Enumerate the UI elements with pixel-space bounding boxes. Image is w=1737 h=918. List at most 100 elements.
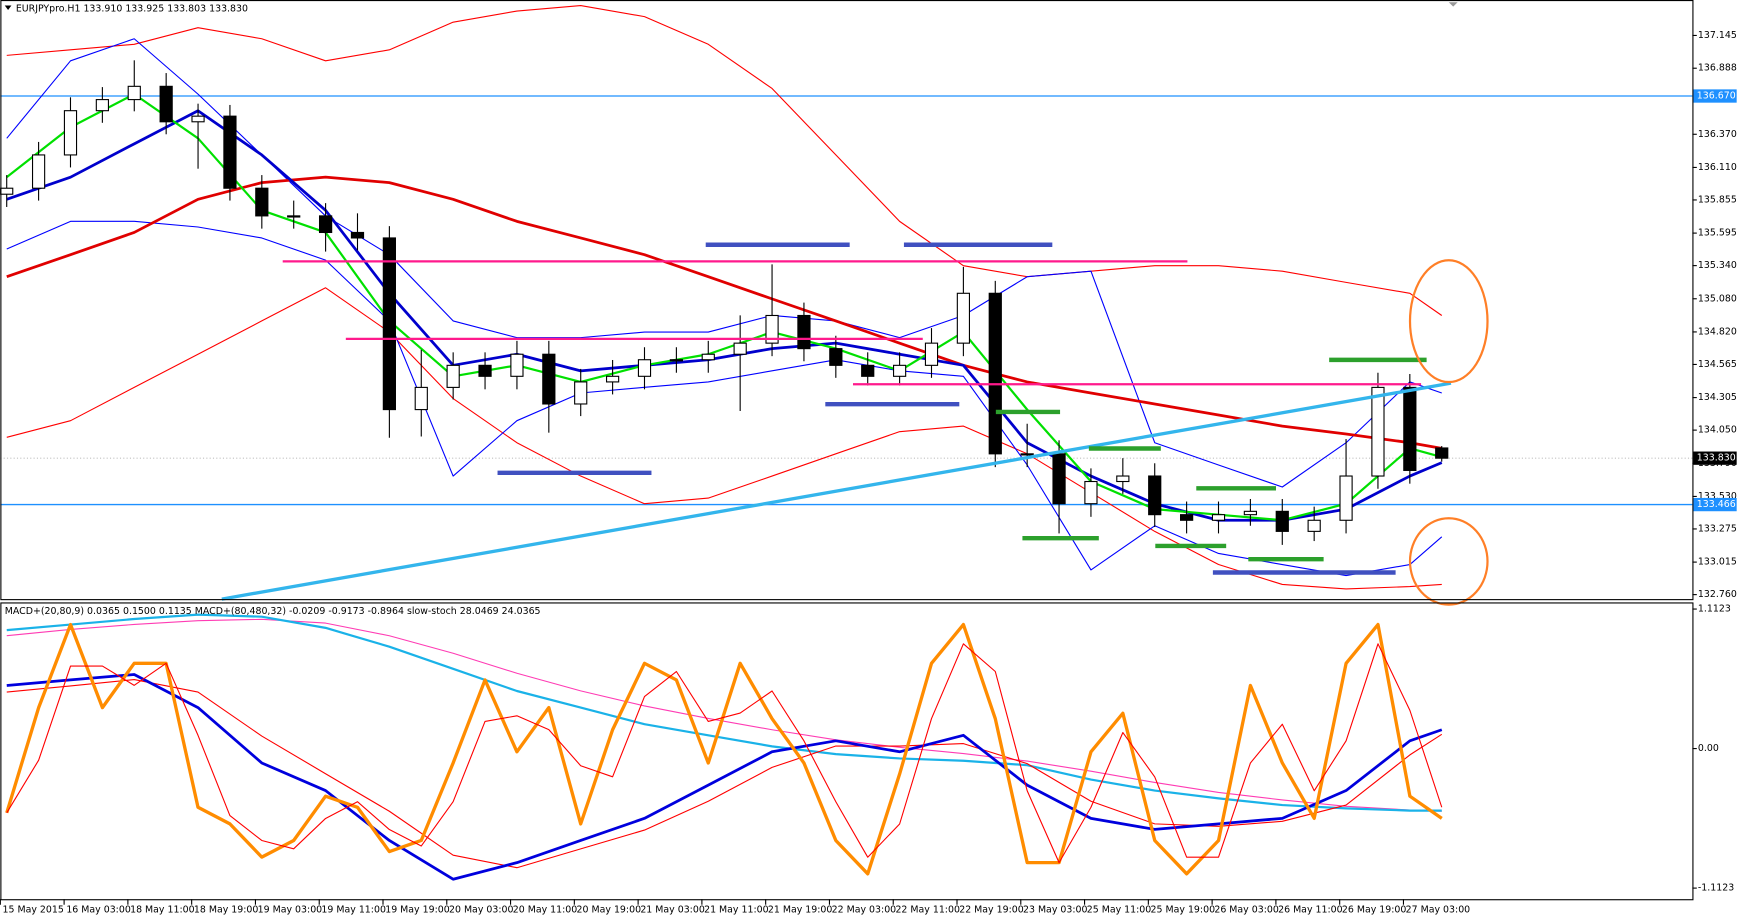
candle-body: [318, 215, 333, 234]
y-tick-label: 134.820: [1698, 326, 1737, 337]
candle-body: [956, 292, 970, 344]
candle-body: [1211, 514, 1226, 521]
highlight-ellipse: [1408, 259, 1489, 384]
y-tick-label: 137.145: [1698, 30, 1737, 41]
candle-body: [829, 348, 843, 366]
candle-body: [605, 375, 620, 383]
candle-body: [1403, 386, 1417, 471]
candle-body: [701, 353, 715, 361]
y-tick-label: 134.305: [1698, 392, 1737, 403]
y-tick-label: 136.370: [1698, 129, 1737, 140]
y-tick-label: 136.110: [1698, 162, 1737, 173]
x-tick-label: 26 May 11:00: [1278, 905, 1343, 916]
indicator-line: [6, 613, 1442, 812]
x-tick-label: 27 May 03:00: [1406, 905, 1471, 916]
candle-body: [1243, 510, 1258, 516]
y-tick-label: 135.855: [1698, 194, 1737, 205]
candle-body: [1179, 514, 1194, 521]
highlight-ellipse: [1408, 517, 1489, 606]
indicator-line: [6, 4, 1443, 316]
indicator-panel-frame: [0, 602, 1694, 901]
candle-body: [1052, 453, 1066, 505]
y-tick-label: 135.595: [1698, 228, 1737, 239]
candle-body: [0, 187, 14, 195]
y-tick-label: 0.00: [1698, 743, 1719, 754]
menu-arrow[interactable]: [4, 5, 12, 10]
candle-body: [510, 353, 524, 377]
main-panel-frame: [0, 0, 1694, 601]
x-tick-label: 25 May 19:00: [1151, 905, 1216, 916]
candle-body: [191, 115, 205, 123]
indicator-line: [6, 287, 1442, 590]
x-tick-label: 22 May 19:00: [959, 905, 1024, 916]
drawings: [221, 242, 1489, 606]
indicator-header: MACD+(20,80,9) 0.0365 0.1500 0.1135 MACD…: [5, 606, 541, 617]
y-tick-label: 135.340: [1698, 260, 1737, 271]
chart-header: EURJPYpro.H1 133.910 133.925 133.803 133…: [16, 3, 248, 14]
candle-body: [1084, 480, 1098, 505]
candle-body: [1148, 475, 1162, 516]
y-tick-label: 133.530: [1698, 491, 1737, 502]
x-tick-label: 16 May 03:00: [66, 905, 131, 916]
y-tick-label: 136.888: [1698, 63, 1737, 74]
y-tick-label: 1.1123: [1698, 604, 1731, 615]
x-tick-label: 21 May 03:00: [640, 905, 705, 916]
x-tick-label: 18 May 19:00: [194, 905, 259, 916]
price-label-box: [1693, 497, 1737, 512]
bid-label: 133.830: [1697, 453, 1736, 464]
candle-body: [1307, 519, 1321, 532]
candle-body: [127, 85, 141, 101]
x-tick-label: 26 May 19:00: [1342, 905, 1407, 916]
candle-body: [1435, 447, 1449, 459]
x-tick-label: 19 May 03:00: [258, 905, 323, 916]
candle-body: [478, 364, 492, 377]
y-tick-label: -1.1123: [1698, 883, 1734, 894]
candle-body: [287, 215, 301, 218]
x-tick-label: 19 May 11:00: [321, 905, 386, 916]
candle-body: [924, 342, 939, 366]
candle-body: [574, 381, 588, 405]
x-tick-label: 26 May 03:00: [1214, 905, 1279, 916]
indicator-line: [6, 175, 1443, 450]
x-tick-label: 25 May 11:00: [1087, 905, 1152, 916]
candle-body: [255, 187, 269, 217]
candle-body: [1020, 453, 1034, 456]
candle-body: [542, 353, 556, 405]
x-tick-label: 20 May 03:00: [449, 905, 514, 916]
x-tick-label: 15 May 2015: [3, 905, 64, 916]
candle-body: [1275, 510, 1289, 532]
price-label-box: [1693, 89, 1737, 103]
candle-body: [892, 364, 907, 377]
candle-body: [159, 85, 173, 123]
candle-body: [733, 342, 747, 355]
candle-body: [382, 237, 396, 411]
x-tick-label: 22 May 03:00: [832, 905, 897, 916]
y-tick-label: 134.050: [1698, 425, 1737, 436]
candle-body: [1371, 386, 1385, 477]
x-tick-label: 21 May 19:00: [768, 905, 833, 916]
candle-body: [414, 386, 428, 411]
x-tick-label: 19 May 19:00: [385, 905, 450, 916]
y-tick-label: 132.760: [1698, 589, 1737, 600]
candles: [0, 60, 1449, 545]
candle-body: [1339, 475, 1353, 521]
x-tick-label: 21 May 11:00: [704, 905, 769, 916]
candle-body: [1116, 475, 1130, 483]
candle-body: [63, 110, 78, 156]
y-tick-label: 135.080: [1698, 293, 1737, 304]
candle-body: [637, 359, 652, 377]
indicator-line: [6, 673, 1443, 881]
x-tick-label: 23 May 03:00: [1023, 905, 1088, 916]
x-tick-label: 20 May 11:00: [513, 905, 578, 916]
y-tick-label: 133.275: [1698, 523, 1737, 534]
candle-body: [765, 314, 779, 344]
candle-body: [95, 99, 109, 112]
candle-body: [797, 314, 811, 350]
price-label: 133.466: [1697, 499, 1736, 510]
candle-body: [861, 364, 875, 377]
candle-body: [988, 292, 1002, 455]
candle-body: [350, 231, 365, 239]
